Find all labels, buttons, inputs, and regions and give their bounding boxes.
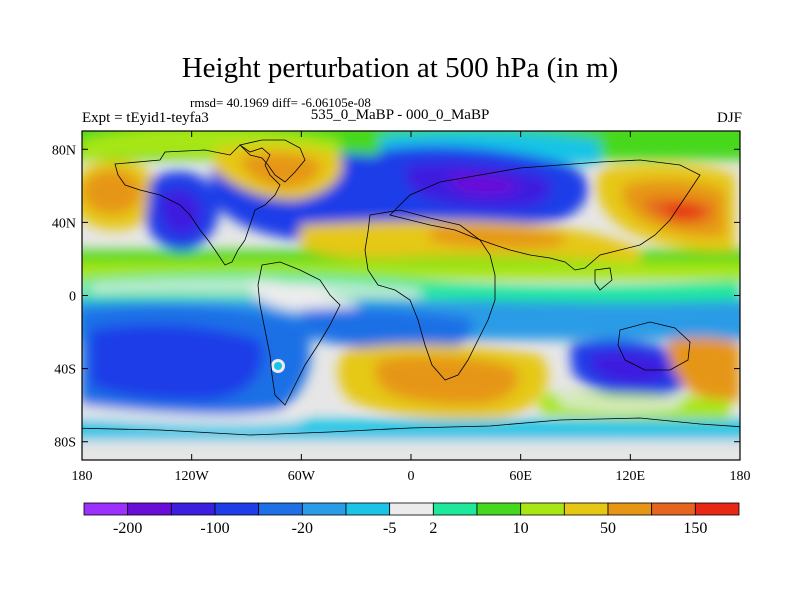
africa-outline [364, 209, 496, 381]
lat-tick-label: 80S [54, 436, 76, 451]
experiment-label: Expt = tEyid1-teyfa3 [82, 110, 209, 126]
colorbar-swatch [345, 502, 391, 516]
colorbar-swatch [563, 502, 609, 516]
colorbar-label: 2 [429, 520, 437, 537]
colorbar-swatch [258, 502, 303, 516]
figure-title: Height perturbation at 500 hPa (in m) [181, 52, 619, 84]
colorbar-label: 10 [513, 520, 529, 537]
colorbar-swatch [607, 502, 653, 516]
colorbar-swatch [694, 502, 740, 516]
lon-tick-label: 120W [175, 469, 210, 484]
colorbar-label: -100 [200, 520, 229, 537]
lon-tick-label: 60W [288, 469, 316, 484]
lat-tick-label: 0 [69, 290, 76, 305]
lon-tick-label: 180 [72, 469, 93, 484]
lat-tick-label: 40N [52, 216, 76, 231]
colorbar-swatch [389, 502, 434, 516]
height-perturbation-field [82, 131, 740, 460]
colorbar-label: 150 [683, 520, 707, 537]
antarctica-outline [82, 417, 740, 436]
colorbar-swatch [520, 502, 565, 516]
lon-tick-label: 60E [509, 469, 532, 484]
colorbar-swatch [170, 502, 216, 516]
greenland-outline [239, 139, 306, 183]
period-label: 535_0_MaBP - 000_0_MaBP [310, 107, 490, 123]
lon-tick-label: 0 [408, 469, 415, 484]
longitude-axis: 180 120W 60W 0 60E 120E 180 [72, 131, 751, 484]
lat-tick-label: 80N [52, 143, 76, 158]
latitude-axis: 80N 40N 0 40S 80S [52, 143, 740, 451]
australia-outline [617, 321, 691, 371]
colorbar-label: -5 [383, 520, 396, 537]
colorbar-label: -20 [292, 520, 313, 537]
south-america-outline [257, 261, 341, 406]
stats-line: rmsd= 40.1969 diff= -6.06105e-08 [190, 95, 371, 110]
colorbar-swatch [127, 502, 172, 516]
lat-tick-label: 40S [54, 363, 76, 378]
southeast-asia-outline [594, 267, 613, 291]
colorbar-swatch [214, 502, 260, 516]
colorbar-swatch [83, 502, 129, 516]
season-label: DJF [716, 110, 742, 126]
colorbar-swatch [301, 502, 347, 516]
coastline-outlines [82, 139, 740, 436]
colorbar-label: 50 [600, 520, 616, 537]
colorbar: -200 -100 -20 -5 2 10 50 150 [83, 502, 740, 537]
lon-tick-label: 120E [616, 469, 646, 484]
colorbar-label: -200 [113, 520, 142, 537]
colorbar-swatch [651, 502, 696, 516]
colorbar-swatch [432, 502, 478, 516]
colorbar-swatch [476, 502, 522, 516]
eurasia-outline [389, 159, 701, 271]
lon-tick-label: 180 [730, 469, 751, 484]
